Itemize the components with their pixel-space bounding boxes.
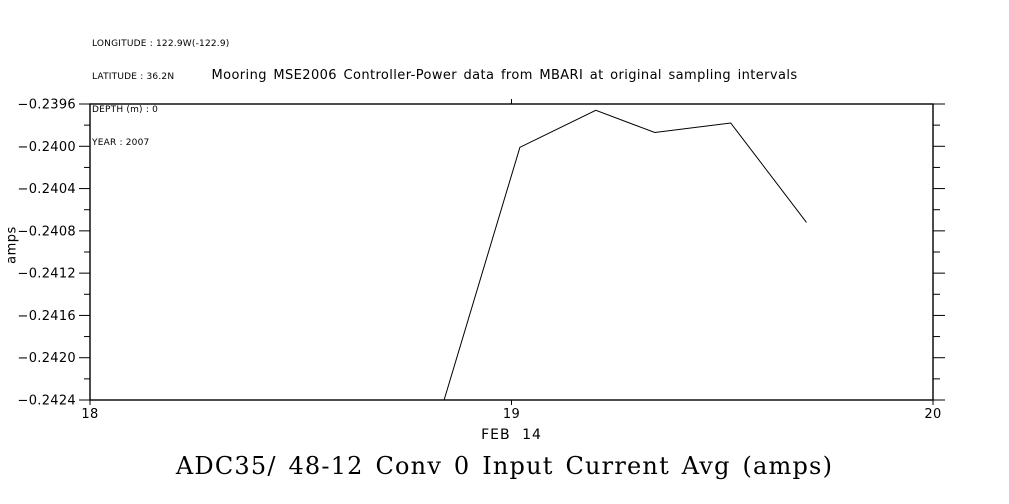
y-tick-label: −0.2396 [18,98,76,113]
latitude-label: LATITUDE : 36.2N [92,72,175,82]
x-tick-label: 20 [924,407,941,422]
year-label: YEAR : 2007 [92,138,150,148]
longitude-label: LONGITUDE : 122.9W(-122.9) [92,39,230,49]
y-tick-label: −0.2400 [18,140,76,155]
y-tick-label: −0.2420 [18,351,76,366]
y-tick-label: −0.2404 [18,182,76,197]
depth-label: DEPTH (m) : 0 [92,105,159,115]
y-tick-label: −0.2412 [18,267,76,282]
x-tick-label: 18 [81,407,98,422]
data-line [443,109,807,401]
x-tick-label: 19 [503,407,520,422]
chart-title: Mooring MSE2006 Controller-Power data fr… [211,68,798,83]
figure-caption: ADC35/ 48-12 Conv 0 Input Current Avg (a… [175,452,834,480]
y-axis-label: amps [4,226,20,264]
x-axis-date-label: FEB 14 [481,427,542,443]
y-tick-label: −0.2416 [18,309,76,324]
y-tick-label: −0.2408 [18,224,76,239]
y-tick-label: −0.2424 [18,394,76,409]
station-metadata: LONGITUDE : 122.9W(-122.9) LATITUDE : 36… [92,17,230,171]
